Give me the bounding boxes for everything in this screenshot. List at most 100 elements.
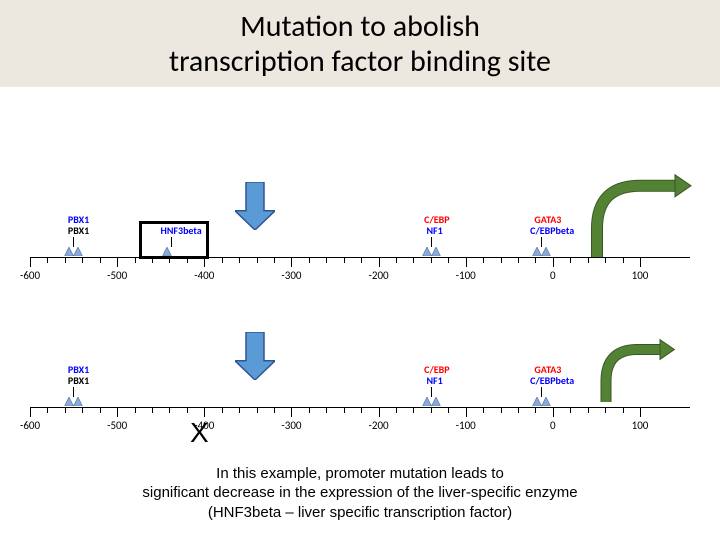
tick	[326, 407, 327, 413]
tf-label: C/EBPbeta	[530, 224, 574, 237]
tick	[47, 257, 48, 263]
tick	[309, 257, 310, 263]
tf-marker	[542, 247, 551, 256]
tf-connector	[73, 237, 74, 247]
tick	[326, 257, 327, 263]
tick	[47, 407, 48, 413]
title-band: Mutation to abolish transcription factor…	[0, 0, 720, 87]
tick	[100, 407, 101, 413]
tick	[257, 407, 258, 413]
tick	[413, 407, 414, 413]
bent-arrow-small	[595, 332, 695, 412]
tf-connector	[431, 387, 432, 397]
tf-marker	[422, 247, 431, 256]
tf-connector	[541, 237, 542, 247]
axis-line	[30, 407, 690, 408]
title-line-2: transcription factor binding site	[169, 43, 551, 80]
tick	[169, 407, 170, 413]
tick	[361, 257, 362, 263]
caption: In this example, promoter mutation leads…	[0, 464, 720, 523]
tf-marker	[533, 397, 542, 406]
tick-label: -500	[107, 269, 127, 282]
tick	[82, 407, 83, 413]
tf-marker	[422, 397, 431, 406]
tick	[396, 407, 397, 413]
tick	[135, 257, 136, 263]
tf-marker	[74, 247, 83, 256]
tick	[448, 407, 449, 413]
tick	[501, 407, 502, 413]
tick	[379, 407, 380, 417]
tick	[361, 407, 362, 413]
tick	[413, 257, 414, 263]
tick	[309, 407, 310, 413]
tick	[291, 407, 292, 417]
tick	[570, 257, 571, 263]
tick	[466, 257, 467, 267]
tick	[135, 407, 136, 413]
tf-label: NF1	[426, 224, 442, 237]
tick-label: -400	[194, 269, 214, 282]
tick	[344, 407, 345, 413]
tick	[152, 407, 153, 413]
diagram-area: -600-500-400-300-200-1000100PBX1PBX1HNF3…	[0, 87, 720, 447]
tf-marker	[65, 397, 74, 406]
tick	[257, 257, 258, 263]
tick	[65, 257, 66, 263]
tick	[588, 407, 589, 413]
tick	[431, 407, 432, 413]
caption-line-2: significant decrease in the expression o…	[142, 484, 577, 501]
tick	[501, 257, 502, 263]
tick-label: 100	[632, 419, 649, 432]
tick	[30, 407, 31, 417]
tick	[396, 257, 397, 263]
tick	[448, 257, 449, 263]
tick	[553, 407, 554, 417]
tf-marker	[431, 247, 440, 256]
tick-label: -100	[456, 269, 476, 282]
tick	[291, 257, 292, 267]
tick	[82, 257, 83, 263]
tf-label: C/EBPbeta	[530, 374, 574, 387]
tf-marker	[431, 397, 440, 406]
tick	[30, 257, 31, 267]
tick	[570, 407, 571, 413]
title-line-1: Mutation to abolish	[240, 8, 480, 45]
tick	[222, 407, 223, 413]
highlight-box	[139, 221, 209, 259]
tick	[204, 407, 205, 417]
page-title: Mutation to abolish transcription factor…	[0, 10, 720, 79]
tf-connector	[541, 387, 542, 397]
tf-connector	[431, 237, 432, 247]
tick	[483, 257, 484, 263]
tick	[518, 407, 519, 413]
caption-line-1: In this example, promoter mutation leads…	[216, 465, 504, 482]
tick-label: -500	[107, 419, 127, 432]
tick	[222, 257, 223, 263]
tf-marker	[542, 397, 551, 406]
tick	[535, 257, 536, 263]
tick-label: -600	[20, 269, 40, 282]
caption-line-3: (HNF3beta – liver specific transcription…	[208, 504, 512, 521]
tick-label: -300	[281, 269, 301, 282]
tf-marker	[65, 247, 74, 256]
tick	[274, 407, 275, 413]
tf-label: PBX1	[68, 224, 89, 237]
tick-label: -600	[20, 419, 40, 432]
tick	[535, 407, 536, 413]
tick-label: -300	[281, 419, 301, 432]
tf-label: PBX1	[68, 374, 89, 387]
tick	[379, 257, 380, 267]
tf-marker	[533, 247, 542, 256]
tick	[100, 257, 101, 263]
x-mark: X	[190, 417, 209, 449]
down-arrow-1	[235, 182, 275, 230]
tick	[483, 407, 484, 413]
tick	[344, 257, 345, 263]
tick-label: 0	[550, 419, 556, 432]
bent-arrow-large	[585, 162, 710, 267]
tick	[431, 257, 432, 263]
down-arrow-2	[235, 332, 275, 380]
tick-label: 100	[632, 269, 649, 282]
tf-label: NF1	[426, 374, 442, 387]
